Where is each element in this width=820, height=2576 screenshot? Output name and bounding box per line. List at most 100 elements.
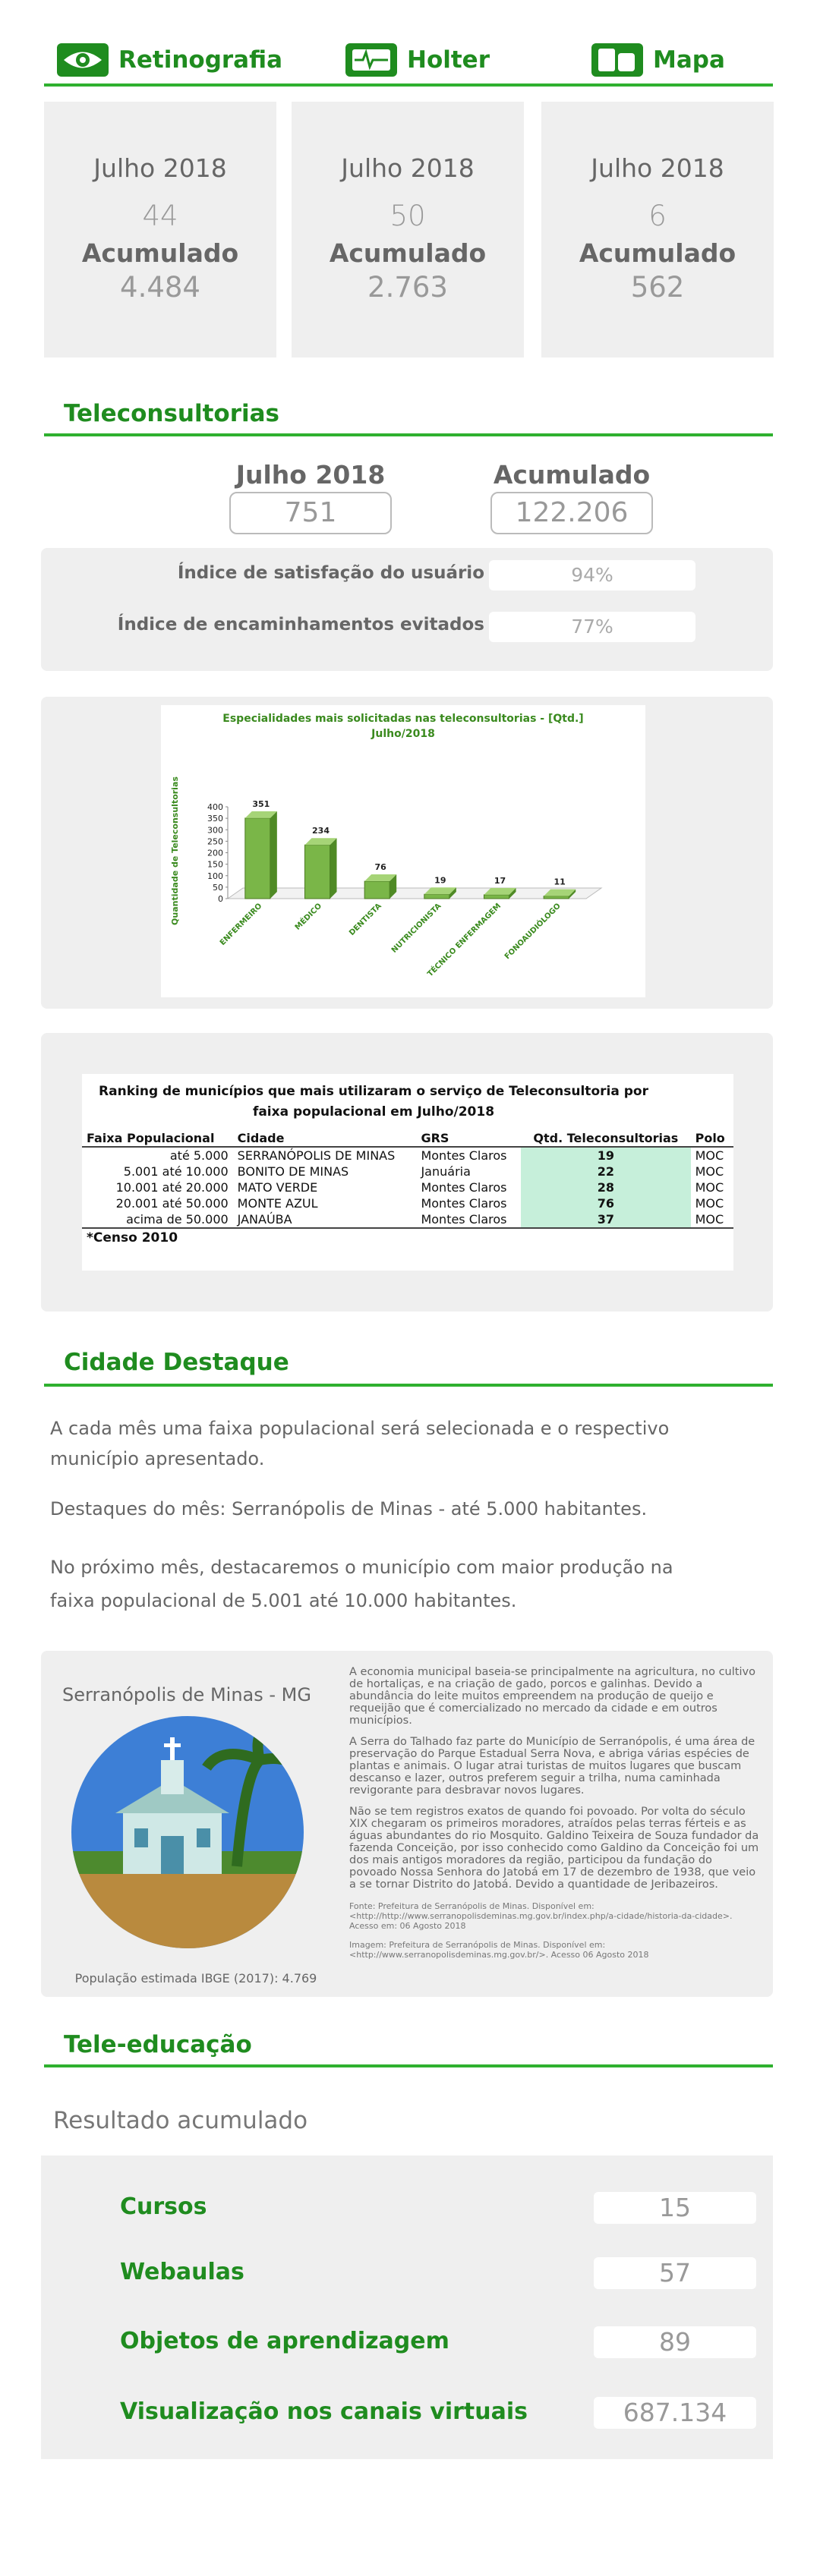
- tab-label: Mapa: [653, 46, 725, 74]
- section-title: Cidade Destaque: [64, 1349, 289, 1376]
- bar-side: [330, 838, 337, 899]
- item-label: Objetos de aprendizagem: [120, 2328, 449, 2354]
- chart-background: [161, 705, 645, 997]
- divider: [44, 2064, 773, 2067]
- y-tick-label: 0: [218, 894, 223, 904]
- ranking-table: Faixa Populacional Cidade GRS Qtd. Telecons…: [82, 1130, 733, 1227]
- ranking-title: Ranking de municípios que mais utilizara…: [99, 1084, 648, 1120]
- bar: [304, 844, 331, 899]
- table-cell: 28: [521, 1179, 691, 1195]
- stat-card: Julho 2018 50 Acumulado 2.763: [292, 102, 524, 357]
- y-tick-label: 200: [207, 849, 223, 858]
- bar: [543, 896, 569, 899]
- bar-side: [569, 889, 576, 899]
- cumulative-label: Acumulado: [579, 238, 736, 268]
- table-cell: MOC: [695, 1196, 724, 1211]
- city-name: Serranópolis de Minas - MG: [62, 1684, 311, 1705]
- index-label: Índice de satisfação do usuário: [177, 563, 484, 583]
- month-value: 6: [648, 200, 667, 232]
- month-value: 44: [142, 200, 178, 232]
- city-description: A economia municipal baseia-se principal…: [349, 1666, 759, 1969]
- table-cell: Montes Claros: [421, 1180, 507, 1195]
- bar-top: [544, 889, 576, 896]
- tab: Mapa: [591, 43, 725, 77]
- item-value: 57: [594, 2257, 756, 2289]
- description-paragraph: A Serra do Talhado faz parte do Municípi…: [349, 1736, 755, 1797]
- tab: Holter: [345, 43, 490, 77]
- chart-title: Especialidades mais solicitadas nas tele…: [222, 713, 583, 725]
- data-label: 76: [375, 862, 387, 872]
- data-label: 11: [554, 877, 566, 887]
- item-label: Visualização nos canais virtuais: [120, 2398, 528, 2425]
- table-cell: Montes Claros: [421, 1212, 507, 1227]
- divider: [44, 433, 773, 436]
- month-value: 50: [390, 200, 426, 232]
- bar-side: [390, 874, 397, 899]
- month-value: 751: [229, 492, 392, 534]
- tab-label: Holter: [407, 46, 490, 74]
- bar: [424, 893, 450, 899]
- paragraph: No próximo mês, destacaremos o município…: [50, 1557, 673, 1611]
- table-cell: 19: [521, 1147, 691, 1164]
- y-tick-label: 150: [207, 860, 223, 870]
- table-cell: MOC: [695, 1164, 724, 1179]
- item-label: Cursos: [120, 2193, 207, 2220]
- table-cell: BONITO DE MINAS: [237, 1164, 349, 1179]
- bar-top: [424, 887, 456, 895]
- column-header: Cidade: [232, 1130, 417, 1148]
- bar-side: [270, 811, 277, 899]
- y-axis-label: Quantidade de Teleconsultorias: [170, 776, 180, 925]
- subtitle: Resultado acumulado: [53, 2107, 308, 2134]
- description-paragraph: A economia municipal baseia-se principal…: [349, 1666, 755, 1727]
- item-label: Webaulas: [120, 2259, 244, 2285]
- table-cell: MATO VERDE: [237, 1180, 318, 1195]
- stat-card: Julho 2018 44 Acumulado 4.484: [44, 102, 276, 357]
- cumulative-value: 4.484: [120, 271, 200, 304]
- cumulative-label: Acumulado: [81, 238, 239, 268]
- table-cell: JANAÚBA: [237, 1212, 292, 1227]
- table-cell: Montes Claros: [421, 1148, 507, 1163]
- bar-top: [364, 874, 397, 882]
- item-value: 15: [594, 2192, 756, 2224]
- city-photo: [71, 1716, 304, 1948]
- cumulative-label: Acumulado: [329, 238, 487, 268]
- table-row: acima de 50.000 JANAÚBA Montes Claros 37 MOC: [82, 1211, 733, 1227]
- item-value: 687.134: [594, 2397, 756, 2429]
- chart: Especialidades mais solicitadas nas tele…: [161, 705, 645, 997]
- section-title: Teleconsultorias: [64, 400, 279, 427]
- data-label: 17: [494, 876, 506, 886]
- cumulative-value: 2.763: [367, 271, 448, 304]
- period: Julho 2018: [341, 153, 475, 183]
- table-cell: 37: [521, 1211, 691, 1227]
- y-tick-label: 250: [207, 836, 223, 846]
- index-value: 94%: [489, 560, 695, 590]
- y-tick-label: 350: [207, 814, 223, 824]
- tab-label: Retinografia: [118, 46, 283, 74]
- month-label: Julho 2018: [235, 460, 386, 490]
- sources: Fonte: Prefeitura de Serranópolis de Min…: [349, 1901, 759, 1960]
- table-cell: MOC: [695, 1180, 724, 1195]
- y-tick-label: 300: [207, 825, 223, 835]
- table-cell: até 5.000: [169, 1148, 229, 1163]
- table-cell: 76: [521, 1195, 691, 1211]
- bar: [364, 880, 390, 899]
- stat-card: Julho 2018 6 Acumulado 562: [541, 102, 774, 357]
- paragraph: A cada mês uma faixa populacional será s…: [50, 1418, 670, 1469]
- cumulative-label: Acumulado: [493, 460, 651, 490]
- data-label: 351: [252, 799, 270, 809]
- bar-top: [244, 811, 277, 818]
- divider: [44, 1384, 773, 1387]
- bar-top: [304, 838, 337, 846]
- tab: Retinografia: [56, 43, 282, 77]
- table-cell: acima de 50.000: [126, 1212, 229, 1227]
- bar: [483, 894, 510, 899]
- y-tick-label: 100: [207, 871, 223, 881]
- ranking-note: *Censo 2010: [82, 1227, 733, 1247]
- column-header: Polo: [690, 1130, 733, 1148]
- table-row: 5.001 até 10.000 BONITO DE MINAS Januária 2…: [82, 1164, 733, 1179]
- table-cell: MONTE AZUL: [237, 1196, 318, 1211]
- table-cell: Montes Claros: [421, 1196, 507, 1211]
- bar-side: [449, 887, 456, 899]
- cumulative-value: 562: [630, 271, 685, 304]
